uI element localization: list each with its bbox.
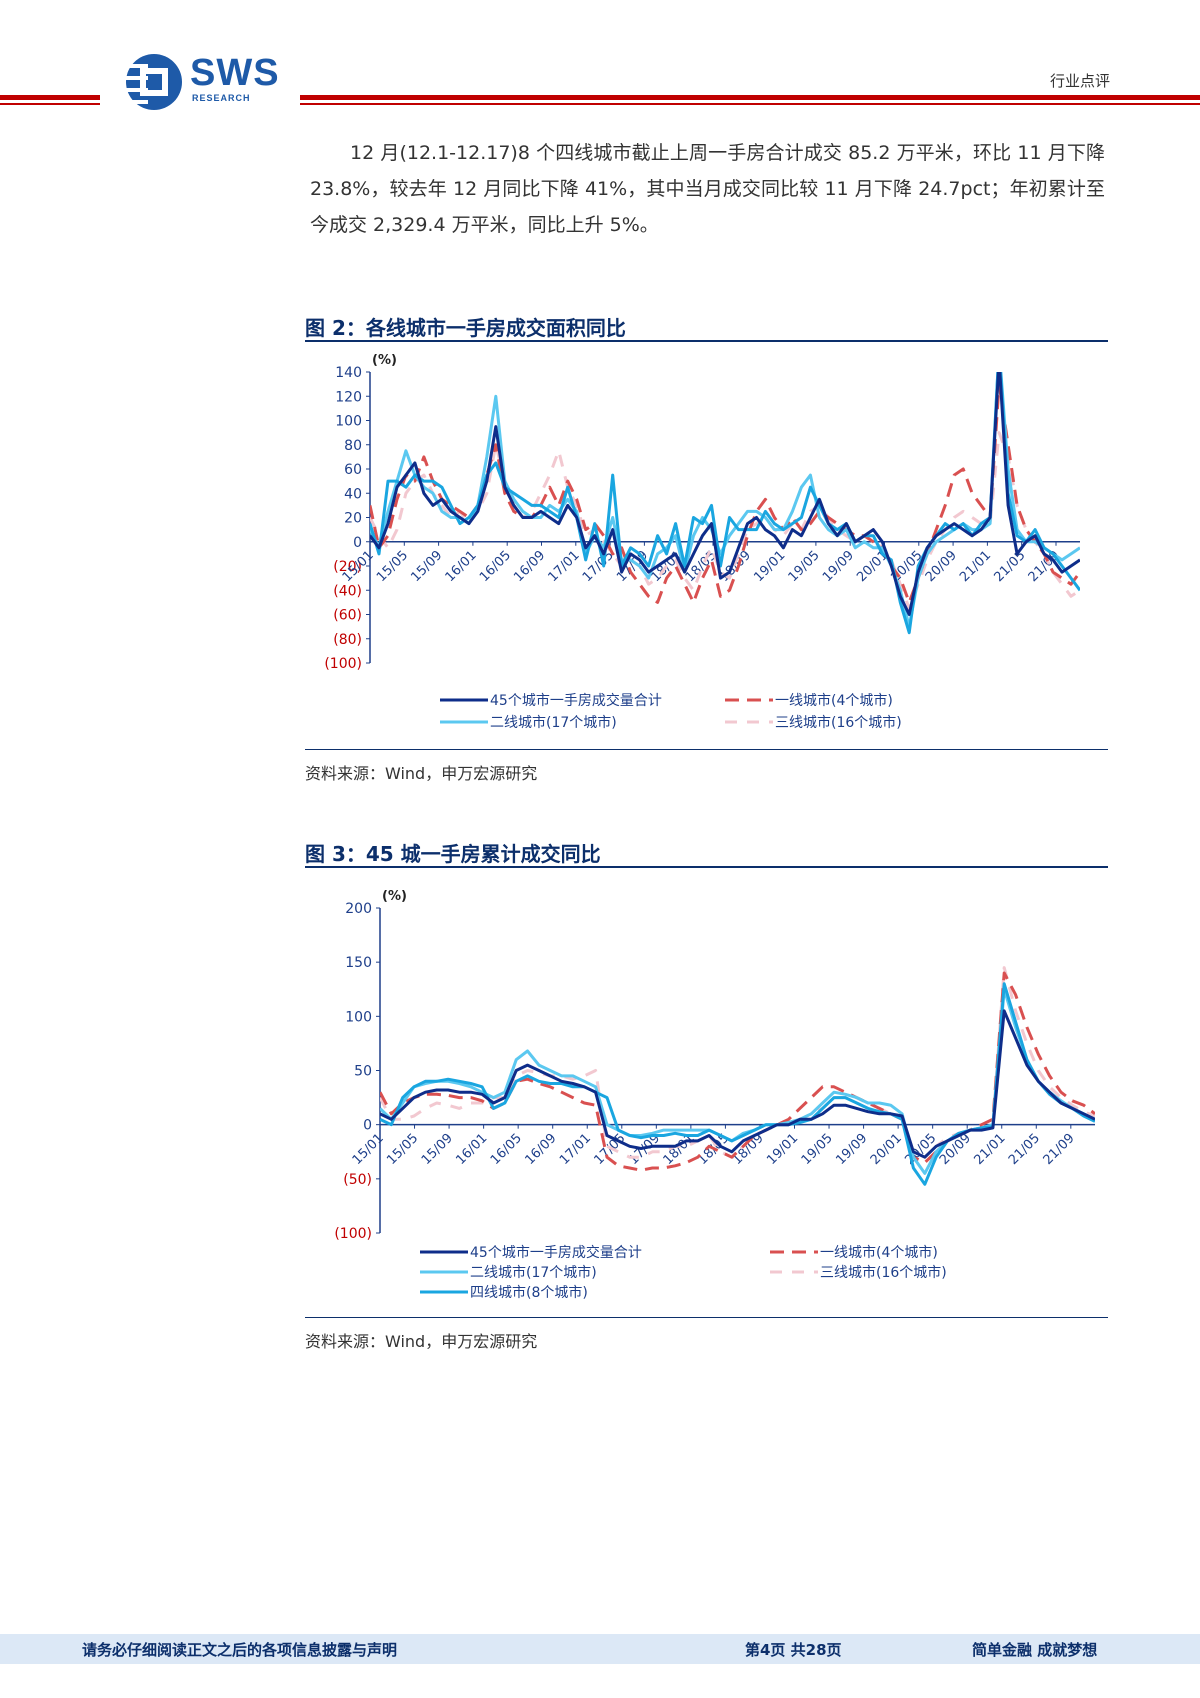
x-tick-label: 19/01 [751, 548, 788, 585]
x-tick-label: 16/09 [522, 1131, 559, 1168]
x-tick-label: 17/01 [557, 1131, 594, 1168]
y-tick-label: 120 [335, 389, 362, 405]
figure3-top-rule [305, 866, 1108, 868]
figure3-title: 图 3：45 城一手房累计成交同比 [305, 842, 601, 866]
legend-label: 四线城市(8个城市) [470, 1284, 588, 1301]
footer-page-number: 第4页 共28页 [745, 1641, 842, 1659]
y-tick-label: 150 [345, 955, 372, 971]
y-tick-label: 0 [363, 1118, 372, 1134]
y-tick-label: 40 [344, 486, 362, 502]
legend-label: 三线城市(16个城市) [775, 714, 902, 731]
x-tick-label: 15/09 [408, 548, 445, 585]
series-line [370, 372, 1080, 616]
x-tick-label: 21/09 [1041, 1131, 1078, 1168]
legend-label: 二线城市(17个城市) [490, 714, 617, 731]
x-tick-label: 15/01 [350, 1131, 387, 1168]
legend-label: 一线城市(4个城市) [775, 692, 893, 709]
x-tick-label: 15/05 [384, 1131, 421, 1168]
footer-disclaimer: 请务必仔细阅读正文之后的各项信息披露与声明 [82, 1641, 398, 1659]
section-label: 行业点评 [1049, 72, 1110, 90]
y-tick-label: 0 [353, 535, 362, 551]
x-tick-label: 19/05 [799, 1131, 836, 1168]
series-line [370, 372, 1080, 635]
y-tick-label: (50) [343, 1172, 372, 1188]
x-tick-label: 16/05 [488, 1131, 525, 1168]
x-tick-label: 19/09 [820, 548, 857, 585]
y-tick-label: 60 [344, 462, 362, 478]
y-tick-label: (40) [333, 583, 362, 599]
x-tick-label: 17/01 [546, 548, 583, 585]
logo-stripe [126, 64, 148, 68]
x-tick-label: 21/01 [971, 1131, 1008, 1168]
logo-text: SWS [190, 52, 280, 94]
x-tick-label: 16/01 [443, 548, 480, 585]
x-tick-label: 16/09 [511, 548, 548, 585]
x-tick-label: 15/09 [419, 1131, 456, 1168]
series-line [370, 372, 1080, 629]
x-tick-label: 21/05 [1006, 1131, 1043, 1168]
y-unit-label: (%) [372, 353, 397, 368]
header-right-rule-thin [300, 103, 1200, 105]
y-tick-label: 200 [345, 901, 372, 917]
legend-label: 45个城市一手房成交量合计 [490, 692, 662, 709]
y-unit-label: (%) [382, 889, 407, 904]
logo-stripe [126, 88, 148, 92]
body-paragraph: 12 月(12.1-12.17)8 个四线城市截止上周一手房合计成交 85.2 … [310, 142, 1105, 236]
x-tick-label: 21/05 [991, 548, 1028, 585]
y-tick-label: 100 [345, 1009, 372, 1025]
logo-stripe [126, 76, 148, 80]
figure3-bottom-rule [305, 1317, 1108, 1318]
series-line [380, 1009, 1095, 1159]
figure2-bottom-rule [305, 749, 1108, 750]
y-tick-label: 20 [344, 511, 362, 527]
y-tick-label: 100 [335, 414, 362, 430]
y-tick-label: 50 [354, 1064, 372, 1080]
x-tick-label: 19/09 [833, 1131, 870, 1168]
x-tick-label: 16/01 [453, 1131, 490, 1168]
y-tick-label: (100) [324, 656, 362, 672]
legend-label: 45个城市一手房成交量合计 [470, 1244, 642, 1261]
logo-inner-square [146, 74, 162, 90]
y-tick-label: (80) [333, 632, 362, 648]
legend-label: 一线城市(4个城市) [820, 1244, 938, 1261]
header-right-rule [300, 95, 1200, 100]
figure2-title: 图 2：各线城市一手房成交面积同比 [305, 316, 626, 340]
header-left-rule-thin [0, 103, 100, 105]
x-tick-label: 21/01 [957, 548, 994, 585]
x-tick-label: 19/05 [786, 548, 823, 585]
header-left-rule [0, 95, 100, 100]
x-tick-label: 20/01 [868, 1131, 905, 1168]
logo-subtext: RESEARCH [192, 93, 251, 103]
y-tick-label: (100) [334, 1226, 372, 1242]
y-tick-label: (20) [333, 559, 362, 575]
figure2-chart: (%) 140 120 100 80 60 40 20 0 (20) (40) (60) (80) (10… [324, 353, 1080, 731]
footer-band [0, 1634, 1200, 1664]
figure3-chart: (%)200150100500(50)(100)15/0115/0515/091… [334, 889, 1095, 1301]
y-tick-label: 140 [335, 365, 362, 381]
figure3-source: 资料来源：Wind，申万宏源研究 [305, 1332, 538, 1351]
x-tick-label: 19/01 [764, 1131, 801, 1168]
y-tick-label: 80 [344, 438, 362, 454]
legend-label: 三线城市(16个城市) [820, 1264, 947, 1281]
figure2-top-rule [305, 340, 1108, 342]
logo-stripe [126, 100, 148, 104]
figure2-source: 资料来源：Wind，申万宏源研究 [305, 764, 538, 783]
x-tick-label: 16/05 [477, 548, 514, 585]
legend-label: 二线城市(17个城市) [470, 1264, 597, 1281]
footer-slogan: 简单金融 成就梦想 [972, 1641, 1098, 1659]
y-tick-label: (60) [333, 608, 362, 624]
